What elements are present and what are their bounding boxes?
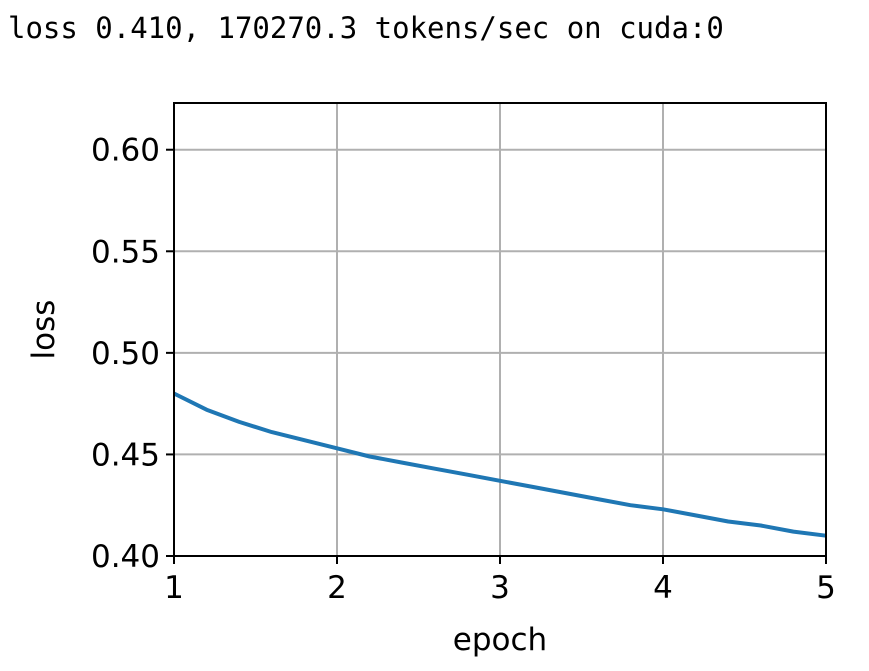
ticks: 1 2 3 4 5 0.40 0.45 0.50 0.55 0.60 [91,133,836,606]
loss-series-line [173,391,827,538]
status-line: loss 0.410, 170270.3 tokens/sec on cuda:… [8,11,724,45]
x-tick-label: 5 [816,570,836,606]
y-tick-label: 0.55 [91,234,160,270]
y-axis-label: loss [26,300,62,360]
x-tick-label: 3 [490,570,510,606]
x-tick-label: 2 [327,570,347,606]
series-layer [173,391,827,538]
y-tick-label: 0.50 [91,336,160,372]
x-tick-label: 1 [164,570,184,606]
y-tick-label: 0.45 [91,437,160,473]
x-axis-label: epoch [453,622,547,658]
y-tick-label: 0.40 [91,539,160,575]
grid [173,103,827,557]
y-tick-label: 0.60 [91,133,160,169]
x-tick-label: 4 [653,570,673,606]
